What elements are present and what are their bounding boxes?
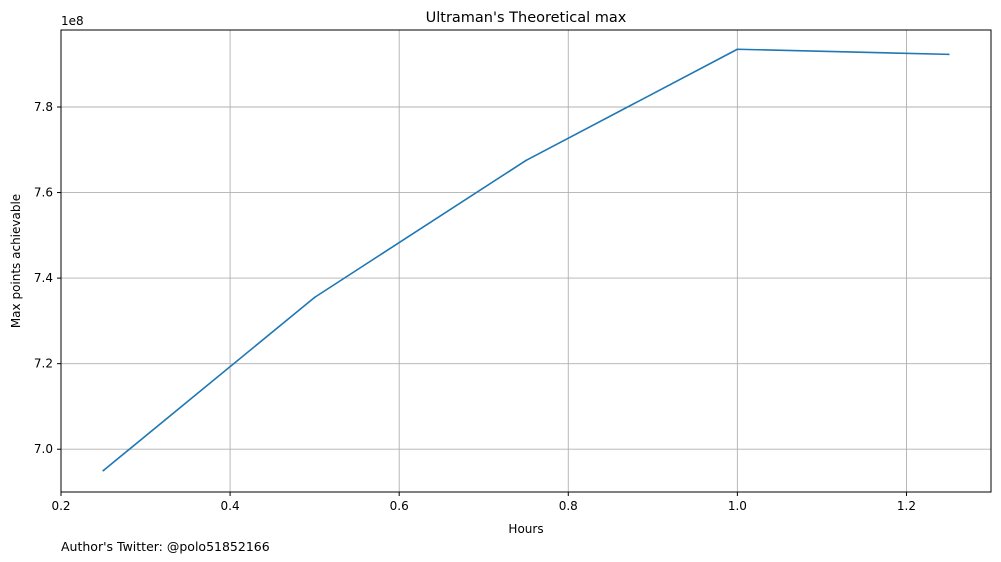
data-point xyxy=(736,48,739,51)
y-tick-label: 7.2 xyxy=(34,357,53,371)
x-tick-label: 1.0 xyxy=(728,499,747,513)
chart-title: Ultraman's Theoretical max xyxy=(426,10,627,26)
grid xyxy=(61,30,991,492)
x-tick-label: 0.8 xyxy=(559,499,578,513)
plot-frame xyxy=(60,29,992,493)
x-tick-label: 1.2 xyxy=(897,499,916,513)
y-tick-label: 7.4 xyxy=(34,271,53,285)
x-tick-label: 0.6 xyxy=(390,499,409,513)
author-twitter-note: Author's Twitter: @polo51852166 xyxy=(61,539,270,554)
data-point xyxy=(313,296,316,299)
y-tick-label: 7.0 xyxy=(34,442,53,456)
x-tick-label: 0.4 xyxy=(221,499,240,513)
series-layer xyxy=(102,48,950,472)
data-point xyxy=(102,469,105,472)
y-axis-ticks: 7.0 7.2 7.4 7.6 7.8 xyxy=(34,100,61,456)
x-tick-label: 0.2 xyxy=(51,499,70,513)
y-axis-offset-label: 1e8 xyxy=(61,14,84,28)
data-point xyxy=(525,159,527,162)
x-axis-title: Hours xyxy=(508,522,543,536)
y-tick-label: 7.6 xyxy=(34,186,53,200)
y-axis-title: Max points achievable xyxy=(9,194,23,328)
x-axis-ticks: 0.2 0.4 0.6 0.8 1.0 1.2 xyxy=(51,492,916,513)
y-tick-label: 7.8 xyxy=(34,100,53,114)
data-point xyxy=(947,53,950,56)
